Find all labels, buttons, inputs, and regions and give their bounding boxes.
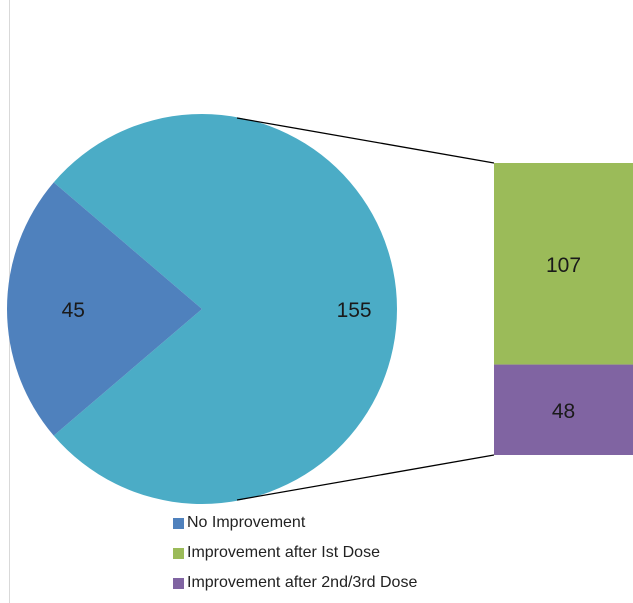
legend-label-improvement-after-first-dose: Improvement after Ist Dose bbox=[187, 544, 380, 561]
legend-swatch-improvement-after-second-third-dose bbox=[173, 577, 184, 589]
pie-slice-no-improvement bbox=[6, 182, 202, 436]
pie-data-label-improvement: 155 bbox=[337, 299, 372, 322]
bar-data-label-improvement-after-ist-dose: 107 bbox=[546, 254, 581, 277]
legend-label-improvement-after-second-third-dose: Improvement after 2nd/3rd Dose bbox=[187, 574, 418, 591]
legend-label-no-improvement: No Improvement bbox=[187, 514, 306, 531]
bar-segment-improvement-after-ist-dose bbox=[494, 163, 633, 365]
connector-line-bottom bbox=[236, 454, 495, 501]
pie-slice-improvement bbox=[53, 113, 398, 504]
bar-segment-improvement-after-2nd-3rd-dose bbox=[494, 364, 633, 455]
pie-data-label-no-improvement: 45 bbox=[62, 299, 85, 322]
bar-data-label-improvement-after-2nd-3rd-dose: 48 bbox=[552, 400, 575, 423]
legend-item-improvement-after-second-third-dose: Improvement after 2nd/3rd Dose bbox=[173, 568, 417, 598]
connector-line-top bbox=[236, 117, 495, 164]
legend-item-no-improvement: No Improvement bbox=[173, 508, 417, 538]
legend-swatch-improvement-after-first-dose bbox=[173, 547, 184, 559]
legend-item-improvement-after-first-dose: Improvement after Ist Dose bbox=[173, 538, 417, 568]
legend-swatch-no-improvement bbox=[173, 517, 184, 529]
legend: No Improvement Improvement after Ist Dos… bbox=[173, 508, 417, 598]
